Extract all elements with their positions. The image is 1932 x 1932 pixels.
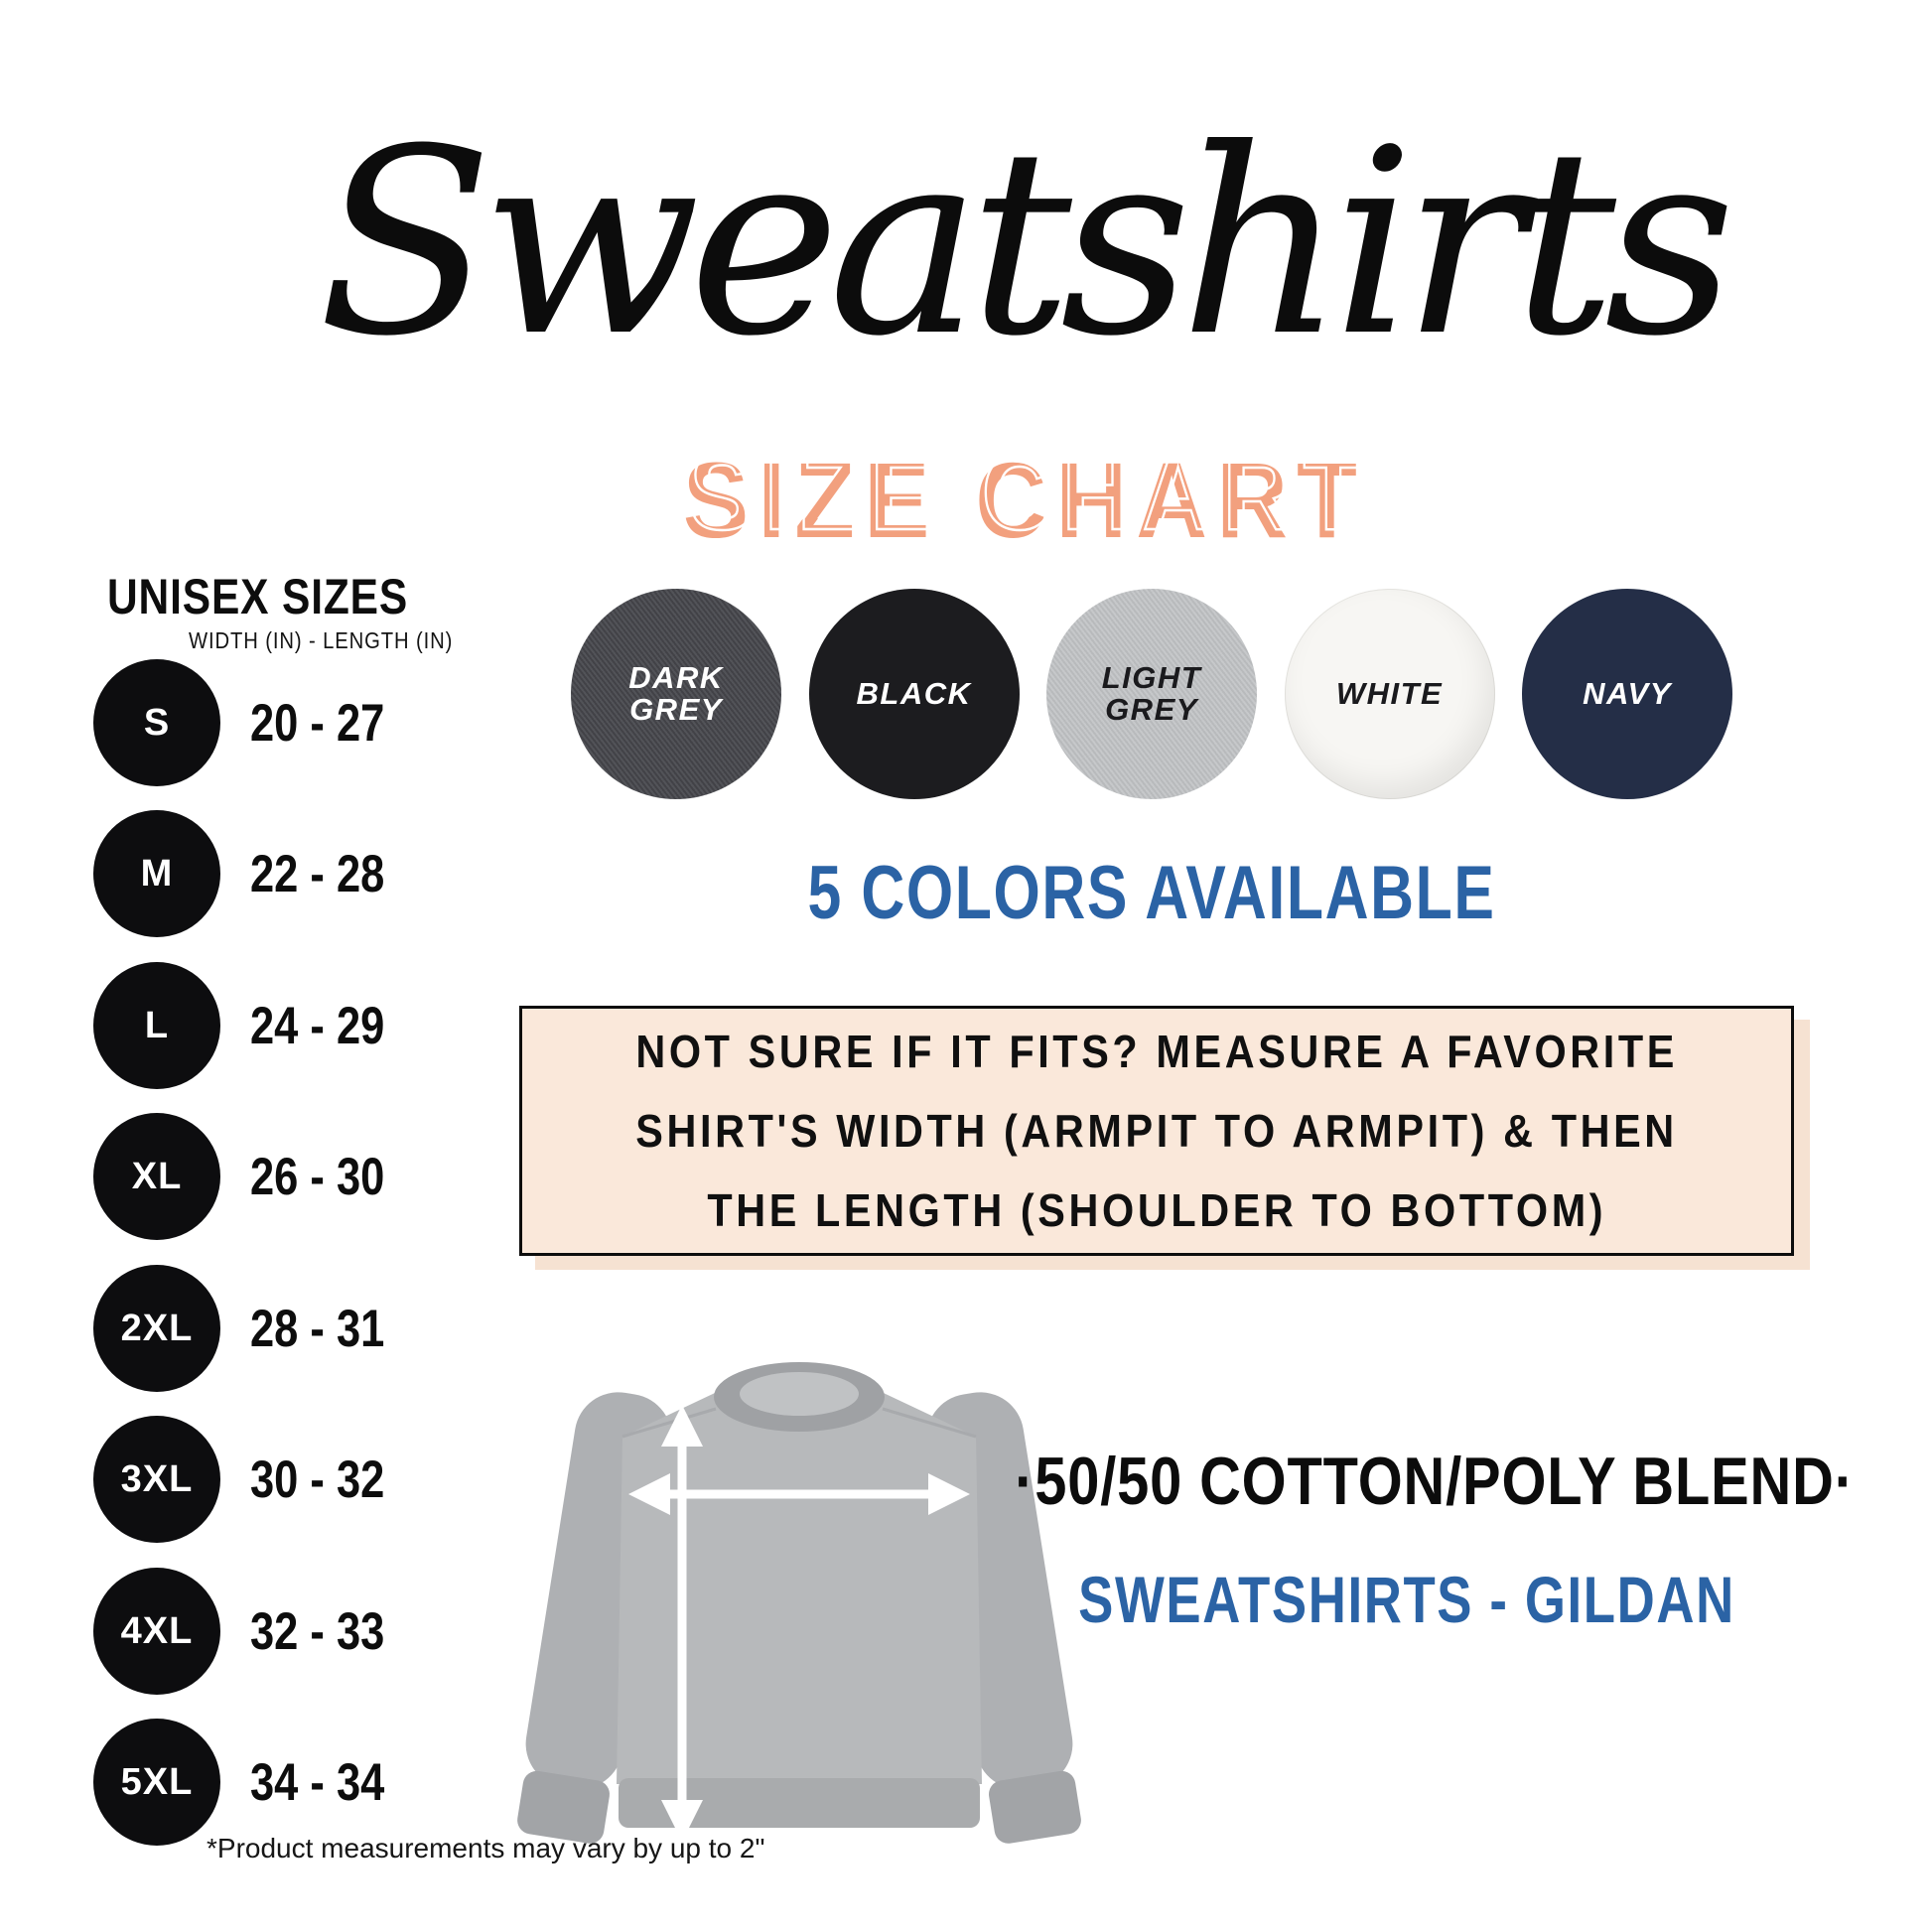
sweatshirt-illustration <box>517 1362 1081 1844</box>
swatch-label: NAVY <box>1583 675 1672 711</box>
size-range: 24 - 29 <box>250 996 385 1055</box>
size-row-m: M 22 - 28 <box>93 810 414 937</box>
swatch-label: DARK <box>628 659 724 695</box>
unisex-sizes-heading: UNISEX SIZES <box>107 569 409 624</box>
size-badge: S <box>93 659 220 786</box>
size-range: 26 - 30 <box>250 1147 385 1206</box>
color-swatch-black: BLACK <box>808 589 1020 799</box>
color-swatch-navy: NAVY <box>1522 589 1732 799</box>
width-length-subheading: WIDTH (IN) - LENGTH (IN) <box>189 627 454 653</box>
size-row-4xl: 4XL 32 - 33 <box>93 1568 414 1695</box>
size-range: 30 - 32 <box>250 1449 385 1509</box>
size-badge: 2XL <box>93 1265 220 1392</box>
size-row-xl: XL 26 - 30 <box>93 1113 414 1240</box>
fabric-blend-text: ·50/50 COTTON/POLY BLEND· <box>1015 1444 1855 1519</box>
size-range: 20 - 27 <box>250 693 385 753</box>
color-swatch-light-grey: LIGHT GREY <box>1046 589 1257 799</box>
fit-instructions-box: NOT SURE IF IT FITS? MEASURE A FAVORITE … <box>519 1006 1794 1256</box>
size-row-2xl: 2XL 28 - 31 <box>93 1265 414 1392</box>
size-range: 22 - 28 <box>250 844 385 903</box>
color-swatch-white: WHITE <box>1284 589 1495 799</box>
size-row-3xl: 3XL 30 - 32 <box>93 1416 414 1543</box>
fit-instructions-line: THE LENGTH (SHOULDER TO BOTTOM) <box>707 1184 1606 1236</box>
size-row-s: S 20 - 27 <box>93 659 414 786</box>
swatch-label: GREY <box>1105 692 1198 727</box>
brand-text: SWEATSHIRTS - GILDAN <box>1078 1563 1735 1636</box>
swatch-label: GREY <box>629 692 723 727</box>
length-arrow-icon <box>661 1405 703 1842</box>
color-swatch-row: DARK GREY BLACK LIGHT GREY WHITE NAVY <box>571 589 1732 799</box>
product-category-script-title: Sweatshirts <box>318 94 1735 392</box>
size-range: 34 - 34 <box>250 1752 385 1812</box>
size-badge: 5XL <box>93 1719 220 1846</box>
measurement-disclaimer: *Product measurements may vary by up to … <box>207 1833 765 1863</box>
size-row-l: L 24 - 29 <box>93 962 414 1089</box>
size-range: 32 - 33 <box>250 1601 385 1661</box>
size-badge: 3XL <box>93 1416 220 1543</box>
size-range: 28 - 31 <box>250 1299 385 1358</box>
fit-instructions-line: SHIRT'S WIDTH (ARMPIT TO ARMPIT) & THEN <box>635 1105 1678 1157</box>
size-badge: M <box>93 810 220 937</box>
width-arrow-icon <box>628 1473 970 1515</box>
size-badge: 4XL <box>93 1568 220 1695</box>
swatch-label: LIGHT <box>1101 659 1202 695</box>
size-badge: XL <box>93 1113 220 1240</box>
fit-instructions-line: NOT SURE IF IT FITS? MEASURE A FAVORITE <box>635 1026 1678 1077</box>
size-row-5xl: 5XL 34 - 34 <box>93 1719 414 1846</box>
swatch-label: BLACK <box>856 675 972 711</box>
swatch-label: WHITE <box>1335 675 1444 711</box>
colors-available-heading: 5 COLORS AVAILABLE <box>807 851 1496 935</box>
size-badge: L <box>93 962 220 1089</box>
color-swatch-dark-grey: DARK GREY <box>571 589 781 799</box>
size-chart-label: SIZE CHART <box>477 439 1579 554</box>
